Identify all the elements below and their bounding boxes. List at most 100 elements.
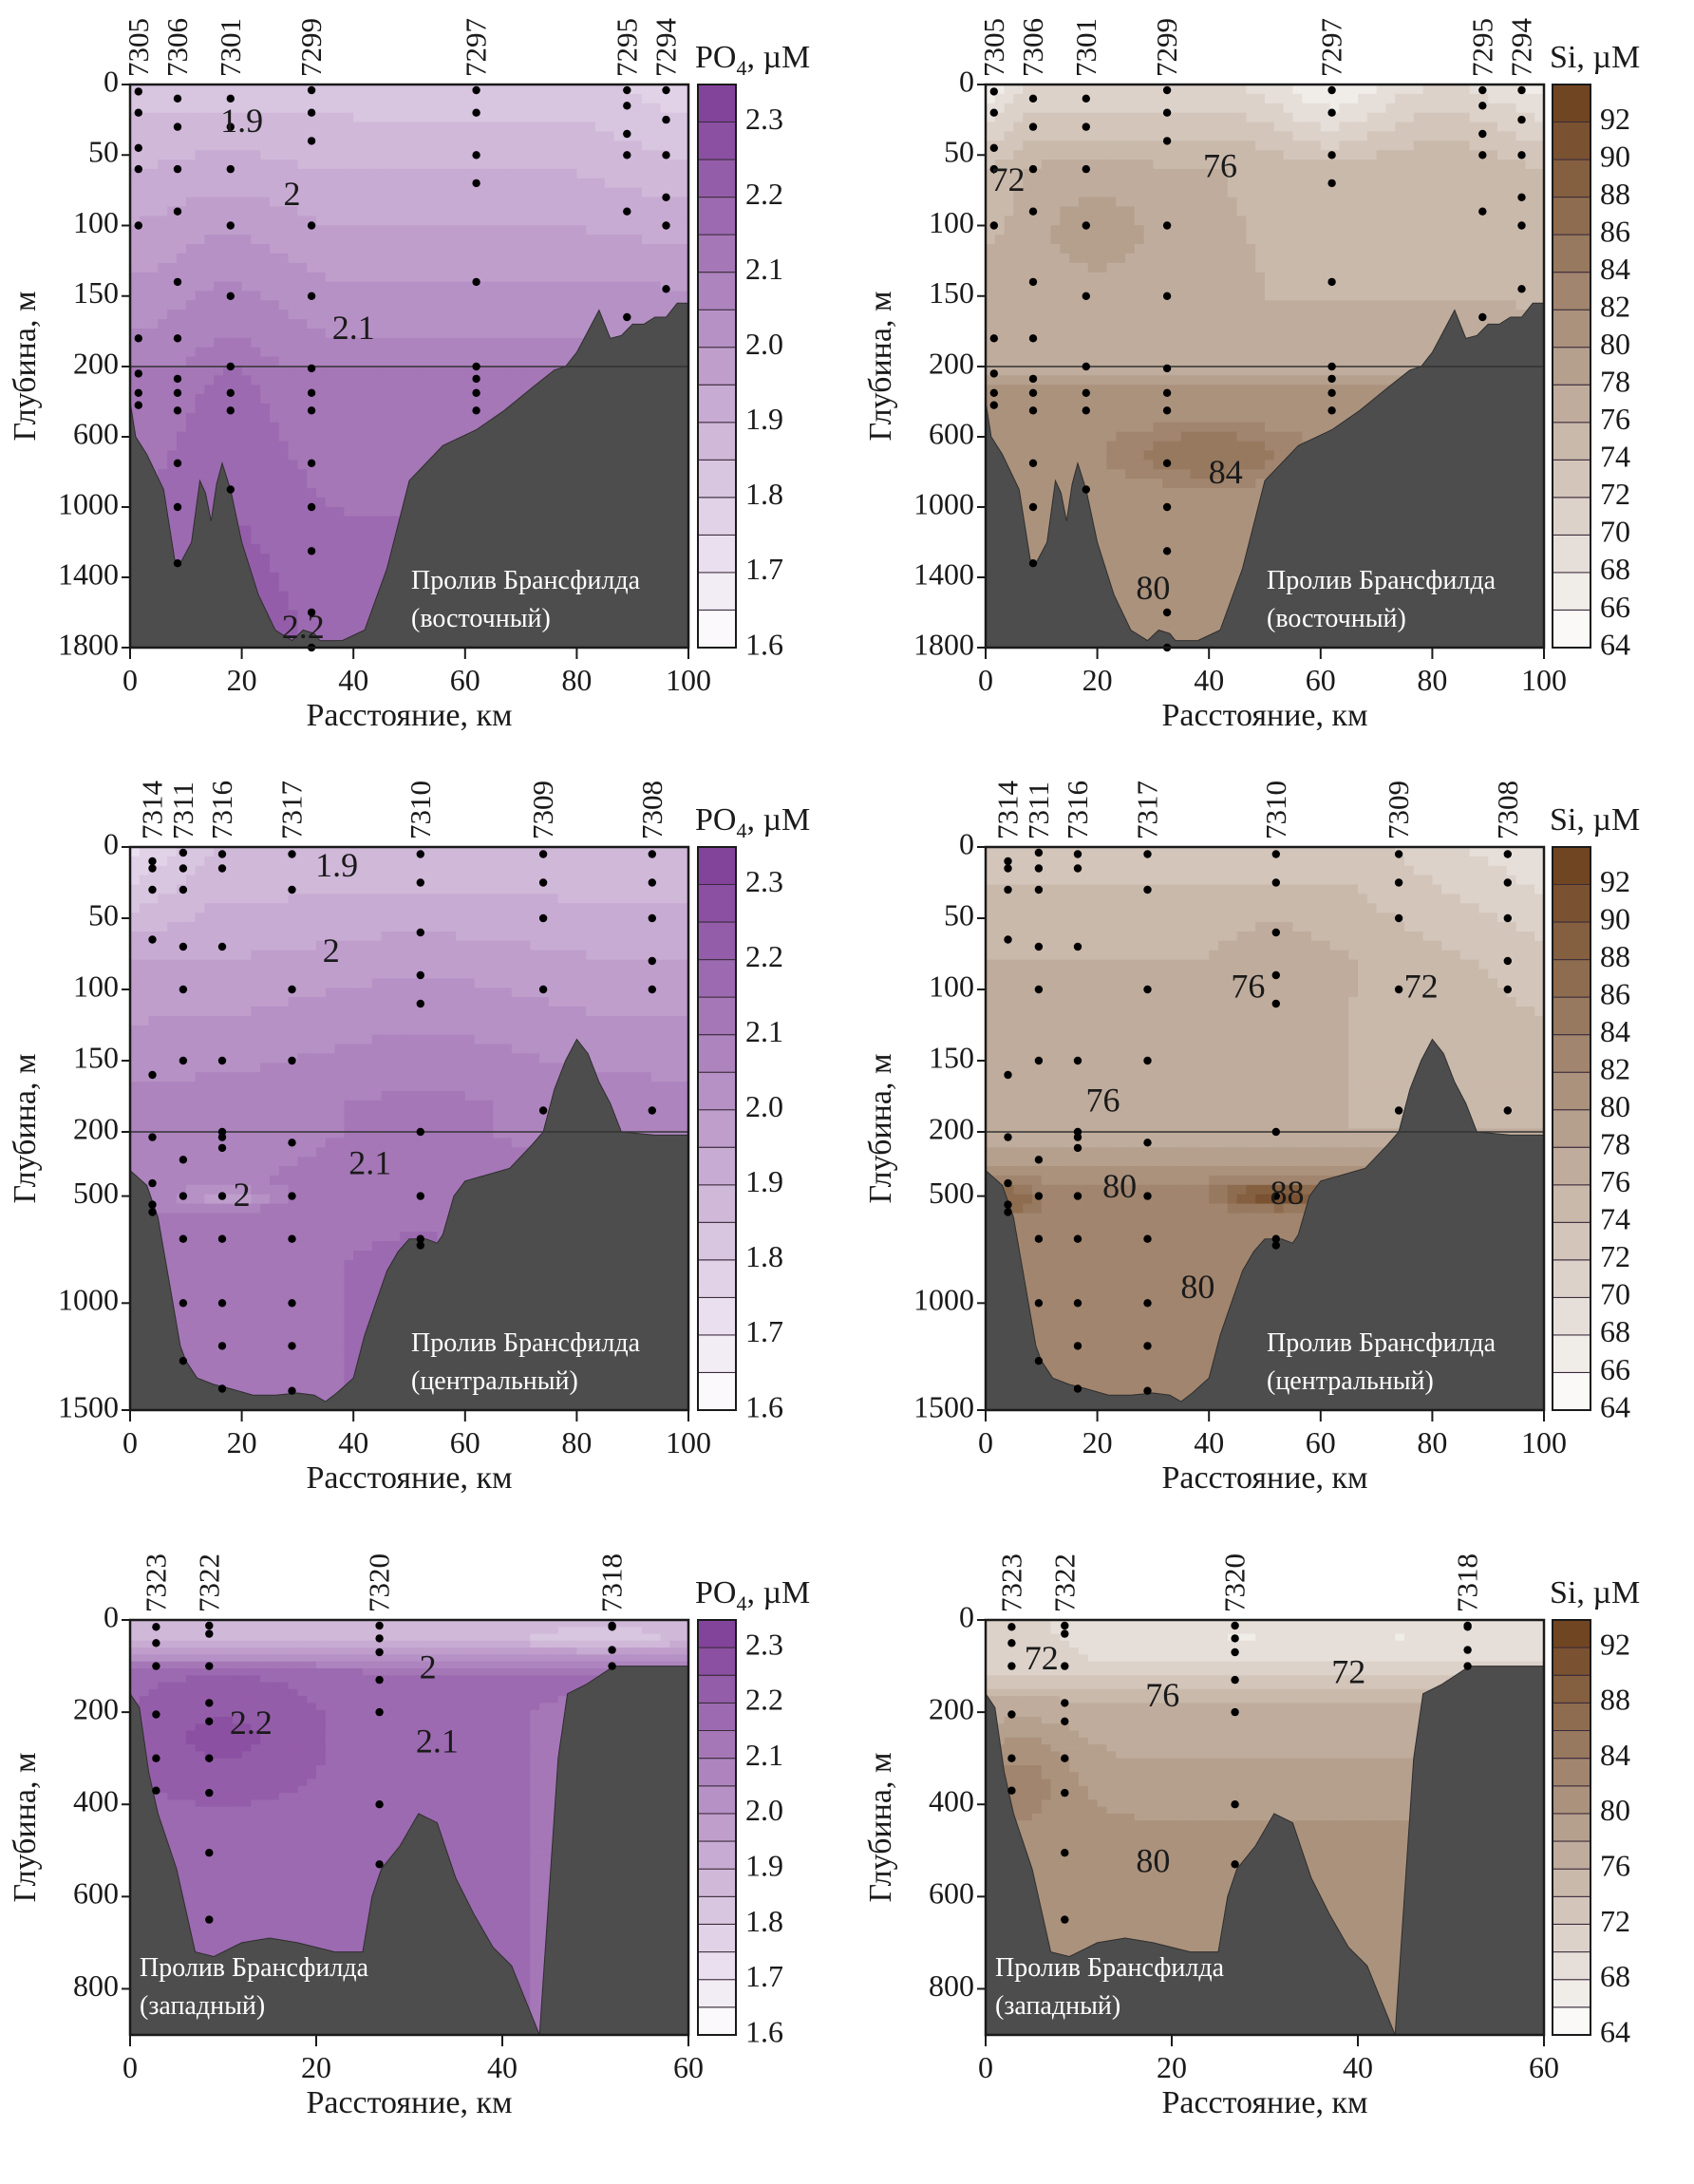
field-cell: [297, 338, 307, 348]
field-cell: [260, 282, 270, 292]
field-cell: [475, 254, 484, 264]
field-cell: [196, 122, 205, 133]
field-cell: [576, 282, 586, 292]
field-cell: [1106, 104, 1116, 114]
field-cell: [995, 413, 1005, 424]
field-cell: [289, 338, 298, 348]
field-cell: [1135, 300, 1144, 311]
field-cell: [539, 198, 549, 208]
field-cell: [307, 338, 316, 348]
field-cell: [1042, 254, 1051, 264]
field-cell: [344, 263, 353, 273]
field-cell: [130, 282, 140, 292]
field-cell: [1116, 244, 1125, 254]
field-cell: [1069, 450, 1079, 461]
field-cell: [512, 338, 521, 348]
field-cell: [204, 413, 214, 424]
field-cell: [289, 394, 298, 405]
field-cell: [363, 404, 372, 414]
field-cell: [568, 225, 577, 235]
field-cell: [1088, 141, 1098, 151]
station-sample-dot: [135, 87, 142, 95]
field-cell: [1125, 582, 1135, 593]
field-cell: [316, 122, 326, 133]
field-cell: [614, 169, 624, 179]
field-cell: [382, 375, 391, 386]
field-cell: [651, 169, 661, 179]
field-cell: [539, 141, 549, 151]
field-cell: [1106, 413, 1116, 424]
field-cell: [1162, 254, 1172, 264]
field-cell: [186, 198, 196, 208]
field-cell: [260, 319, 270, 329]
field-cell: [149, 169, 159, 179]
field-cell: [1069, 310, 1079, 320]
field-cell: [1153, 526, 1162, 537]
field-cell: [502, 122, 512, 133]
field-cell: [251, 319, 260, 329]
field-cell: [995, 375, 1005, 386]
field-cell: [530, 198, 539, 208]
field-cell: [279, 375, 289, 386]
field-cell: [605, 160, 614, 170]
field-cell: [1060, 131, 1069, 141]
field-cell: [558, 225, 568, 235]
field-cell: [1032, 291, 1042, 301]
field-cell: [344, 432, 353, 442]
field-cell: [1135, 273, 1144, 283]
field-cell: [1013, 122, 1023, 133]
field-cell: [558, 291, 568, 301]
field-cell: [242, 319, 252, 329]
field-cell: [1116, 488, 1125, 499]
field-cell: [642, 104, 651, 114]
field-cell: [632, 150, 642, 160]
field-cell: [437, 104, 446, 114]
field-cell: [1088, 375, 1098, 386]
field-cell: [623, 282, 632, 292]
station-sample-dot: [472, 151, 480, 159]
field-cell: [1088, 329, 1098, 339]
field-cell: [1060, 291, 1069, 301]
field-cell: [669, 141, 679, 151]
field-cell: [363, 592, 372, 602]
field-cell: [1116, 563, 1125, 574]
field-cell: [530, 94, 539, 104]
field-cell: [204, 160, 214, 170]
field-cell: [270, 582, 279, 593]
field-cell: [204, 85, 214, 95]
field-cell: [595, 216, 605, 226]
field-cell: [223, 198, 233, 208]
field-cell: [390, 488, 400, 499]
field-cell: [586, 216, 595, 226]
field-cell: [297, 442, 307, 452]
field-cell: [1125, 432, 1135, 442]
station-label: 7299: [294, 18, 328, 77]
field-cell: [1106, 207, 1116, 217]
field-cell: [1005, 310, 1014, 320]
field-cell: [297, 573, 307, 583]
field-cell: [279, 263, 289, 273]
field-cell: [512, 254, 521, 264]
field-cell: [1005, 207, 1014, 217]
field-cell: [233, 179, 242, 189]
field-cell: [1106, 319, 1116, 329]
field-cell: [632, 207, 642, 217]
field-cell: [297, 535, 307, 545]
field-cell: [614, 179, 624, 189]
field-cell: [1144, 413, 1154, 424]
field-cell: [651, 94, 661, 104]
field-cell: [1153, 235, 1162, 245]
field-cell: [446, 263, 456, 273]
field-cell: [1106, 141, 1116, 151]
field-cell: [353, 517, 363, 527]
field-cell: [130, 131, 140, 141]
field-cell: [456, 338, 465, 348]
field-cell: [1106, 442, 1116, 452]
field-cell: [204, 179, 214, 189]
field-cell: [149, 394, 159, 405]
field-cell: [326, 460, 335, 470]
field-cell: [456, 150, 465, 160]
field-cell: [363, 423, 372, 433]
field-cell: [409, 423, 419, 433]
field-cell: [1023, 254, 1032, 264]
